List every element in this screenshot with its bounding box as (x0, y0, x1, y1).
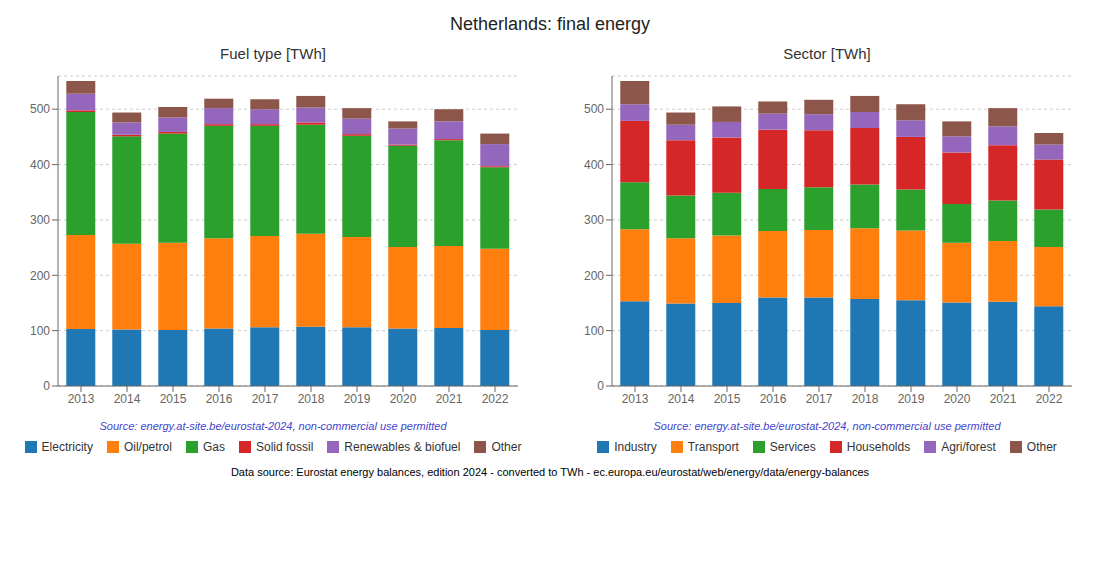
svg-text:2016: 2016 (206, 392, 233, 406)
html-text:Other: Other (1026, 440, 1057, 454)
svg-text:100: 100 (584, 324, 604, 338)
html-text:Gas: Gas (203, 440, 225, 454)
svg-text:2018: 2018 (298, 392, 325, 406)
html-text:Netherlands: final energy: Netherlands: final energy (449, 14, 651, 34)
html-text:Transport: Transport (687, 440, 739, 454)
svg-text:300: 300 (30, 213, 50, 227)
html-text:Data source: Eurostat energy b: Data source: Eurostat energy balances, e… (230, 466, 870, 478)
svg-text:2022: 2022 (482, 392, 509, 406)
svg-text:2017: 2017 (252, 392, 279, 406)
svg-text:200: 200 (30, 269, 50, 283)
svg-text:400: 400 (584, 158, 604, 172)
svg-text:2021: 2021 (436, 392, 463, 406)
html-text:Sector [TWh]: Sector [TWh] (783, 45, 871, 62)
svg-text:200: 200 (584, 269, 604, 283)
svg-text:2019: 2019 (344, 392, 371, 406)
svg-text:2015: 2015 (714, 392, 741, 406)
svg-text:2013: 2013 (68, 392, 95, 406)
html-text:Services: Services (769, 440, 816, 454)
html-text:Solid fossil: Solid fossil (256, 440, 314, 454)
svg-text:2015: 2015 (160, 392, 187, 406)
html-text:Renewables & biofuel: Renewables & biofuel (344, 440, 461, 454)
html-text:Source: energy.at-site.be/euro: Source: energy.at-site.be/eurostat-2024,… (99, 420, 447, 432)
html-text:Fuel type [TWh]: Fuel type [TWh] (220, 45, 326, 62)
html-text:Agri/forest: Agri/forest (941, 440, 996, 454)
svg-text:300: 300 (584, 213, 604, 227)
svg-text:2013: 2013 (622, 392, 649, 406)
svg-text:100: 100 (30, 324, 50, 338)
svg-text:2019: 2019 (898, 392, 925, 406)
html-text:Households: Households (846, 440, 911, 454)
html-text:Electricity: Electricity (41, 440, 93, 454)
svg-text:2021: 2021 (990, 392, 1017, 406)
svg-text:2020: 2020 (944, 392, 971, 406)
svg-text:400: 400 (30, 158, 50, 172)
svg-text:2022: 2022 (1036, 392, 1063, 406)
html-text:Oil/petrol: Oil/petrol (123, 440, 172, 454)
svg-text:2018: 2018 (852, 392, 879, 406)
svg-text:500: 500 (30, 102, 50, 116)
svg-text:500: 500 (584, 102, 604, 116)
html-text:Industry: Industry (614, 440, 657, 454)
svg-text:0: 0 (597, 379, 604, 393)
svg-text:2014: 2014 (114, 392, 141, 406)
svg-text:2016: 2016 (760, 392, 787, 406)
svg-text:2017: 2017 (806, 392, 833, 406)
svg-text:2020: 2020 (390, 392, 417, 406)
svg-text:2014: 2014 (668, 392, 695, 406)
html-text:Other: Other (491, 440, 522, 454)
html-text:Source: energy.at-site.be/euro: Source: energy.at-site.be/eurostat-2024,… (653, 420, 1001, 432)
svg-text:0: 0 (43, 379, 50, 393)
